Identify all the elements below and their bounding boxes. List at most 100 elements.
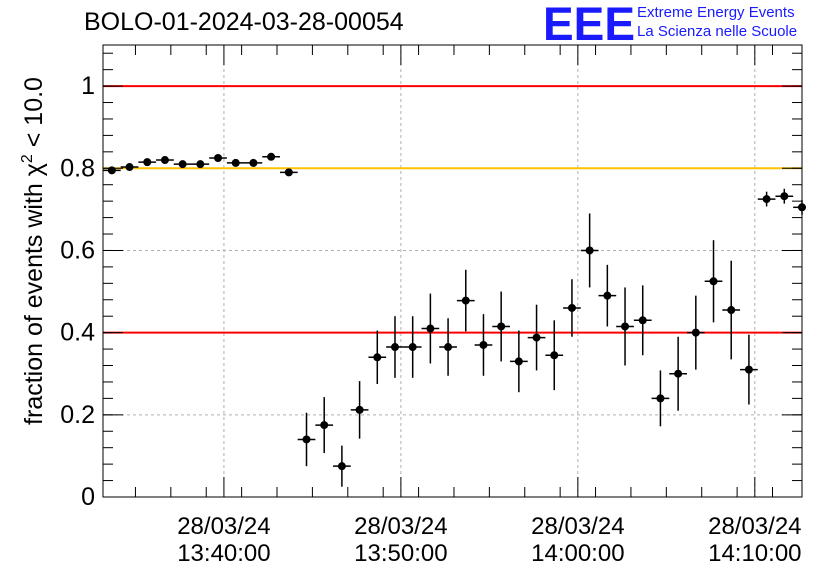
data-point — [563, 279, 581, 337]
data-point — [297, 412, 316, 467]
point-marker — [160, 156, 169, 165]
data-point — [403, 316, 422, 378]
data-point — [226, 158, 245, 167]
point-marker — [585, 246, 594, 255]
point-marker — [479, 340, 488, 349]
chart-title: BOLO-01-2024-03-28-00054 — [84, 8, 404, 36]
point-marker — [390, 343, 399, 352]
eee-logo: EEE — [543, 2, 635, 44]
data-point — [793, 199, 806, 215]
point-marker — [798, 203, 806, 212]
point-marker — [532, 333, 541, 342]
x-tick-labels: 28/03/2413:40:0028/03/2413:50:0028/03/24… — [177, 513, 801, 567]
point-marker — [408, 343, 417, 352]
point-marker — [337, 462, 346, 471]
point-marker — [727, 306, 736, 315]
data-point — [350, 381, 369, 439]
data-point — [616, 287, 634, 366]
y-tick-label: 0 — [81, 483, 95, 511]
point-marker — [426, 324, 435, 333]
point-marker — [674, 369, 683, 378]
point-marker — [107, 166, 116, 175]
data-point — [191, 160, 210, 169]
logo-line-2: La Scienza nelle Scuole — [637, 23, 798, 40]
x-tick-time: 14:10:00 — [708, 540, 801, 567]
point-marker — [638, 316, 647, 325]
threshold-lines — [103, 85, 802, 334]
y-tick-label: 0.8 — [60, 154, 95, 182]
data-point — [740, 334, 758, 405]
point-marker — [214, 154, 223, 162]
point-marker — [514, 357, 523, 366]
data-point — [103, 166, 121, 175]
data-point — [244, 158, 263, 167]
x-tick-date: 28/03/24 — [177, 513, 270, 540]
data-point — [421, 293, 440, 364]
point-marker — [461, 296, 470, 305]
point-marker — [762, 195, 771, 204]
y-tick-label: 0.4 — [60, 319, 95, 347]
y-tick-label: 1 — [81, 72, 95, 100]
x-tick-time: 14:00:00 — [531, 540, 624, 567]
data-point — [669, 336, 687, 411]
point-marker — [744, 365, 753, 374]
data-points — [103, 152, 806, 487]
y-tick-labels: 0 0.2 0.4 0.6 0.8 1 — [60, 72, 95, 511]
data-point — [156, 156, 174, 165]
point-marker — [780, 192, 789, 201]
data-point — [775, 188, 794, 204]
data-point — [262, 152, 280, 161]
point-marker — [444, 343, 453, 352]
eee-logo-mark: EEE — [543, 2, 635, 44]
data-point — [510, 330, 528, 393]
point-marker — [125, 163, 134, 172]
data-point — [492, 291, 511, 362]
data-point — [315, 397, 334, 454]
data-point — [633, 285, 652, 356]
point-marker — [373, 353, 382, 362]
point-marker — [302, 435, 311, 444]
data-point — [439, 318, 457, 376]
point-marker — [621, 322, 630, 331]
y-tick-label: 0.6 — [60, 236, 95, 264]
data-point — [704, 240, 723, 323]
point-marker — [143, 158, 152, 167]
y-tick-label: 0.2 — [60, 401, 95, 429]
logo-caption: Extreme Energy Events La Scienza nelle S… — [637, 3, 797, 41]
x-tick-time: 13:40:00 — [177, 540, 270, 567]
point-marker — [196, 160, 205, 169]
point-marker — [178, 160, 187, 169]
point-marker — [567, 303, 576, 312]
data-point — [209, 154, 227, 162]
grid-lines — [103, 45, 802, 497]
data-point — [545, 320, 564, 391]
data-point — [138, 158, 157, 167]
x-tick-time: 13:50:00 — [354, 540, 447, 567]
point-marker — [231, 158, 240, 167]
point-marker — [691, 328, 700, 337]
data-point — [598, 264, 617, 327]
data-point — [368, 330, 387, 384]
point-marker — [550, 351, 559, 360]
data-point — [722, 260, 741, 360]
x-tick-date: 28/03/24 — [708, 513, 801, 540]
point-marker — [709, 277, 718, 286]
point-marker — [320, 421, 329, 430]
x-tick-date: 28/03/24 — [531, 513, 624, 540]
data-point — [386, 316, 404, 378]
data-point — [527, 304, 546, 371]
data-point — [279, 168, 298, 177]
point-marker — [284, 168, 293, 177]
data-point — [686, 295, 705, 370]
point-marker — [267, 152, 276, 161]
data-point — [120, 163, 139, 172]
point-marker — [656, 394, 665, 403]
data-point — [651, 370, 670, 427]
point-marker — [603, 291, 612, 300]
point-marker — [355, 405, 364, 414]
axis-ticks — [103, 45, 802, 498]
data-point — [580, 213, 599, 288]
x-tick-date: 28/03/24 — [354, 513, 447, 540]
data-point — [757, 191, 776, 207]
